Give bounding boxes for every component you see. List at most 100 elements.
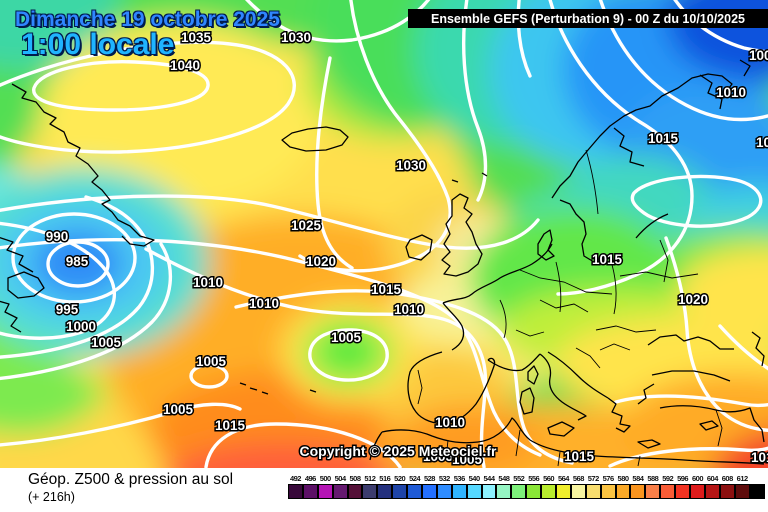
color-scale: 492 496 500 504 508 512 516 520 524 528 532 536 540 5…	[288, 474, 765, 499]
scale-tick-label: 600	[691, 474, 704, 483]
pressure-label: 1020	[306, 254, 336, 269]
pressure-label: 985	[66, 254, 89, 269]
scale-tick-label: 536	[453, 474, 466, 483]
pressure-labels: 1035 1040 1030 1030 1005 1010 1015 1015 990 985 99…	[44, 29, 768, 469]
legend-bar: Géop. Z500 & pression au sol (+ 216h) 49…	[0, 468, 768, 512]
scale-tick-label: 544	[483, 474, 496, 483]
scale-color-box	[526, 484, 542, 499]
pressure-label: 1005	[423, 449, 454, 464]
scale-tick-label: 512	[364, 474, 376, 483]
scale-color-box	[704, 484, 720, 499]
pressure-label: 1020	[678, 292, 708, 307]
map-canvas: 1035 1040 1030 1030 1005 1010 1015 1015 990 985 99…	[0, 0, 768, 468]
scale-tick-label: 560	[543, 474, 555, 483]
pressure-label: 1010	[394, 302, 424, 317]
scale-tick-label: 556	[528, 474, 540, 483]
scale-tick-label: 572	[587, 474, 600, 483]
pressure-label: 1005	[196, 354, 227, 369]
scale-color-box	[392, 484, 408, 499]
scale-color-box	[734, 484, 750, 499]
model-run-bar: Ensemble GEFS (Perturbation 9) - 00 Z du…	[408, 9, 768, 28]
color-scale-ticks: 492 496 500 504 508 512 516 520 524 528 532 536 540 5…	[288, 474, 765, 483]
scale-tick-label: 504	[334, 474, 347, 483]
scale-color-box	[630, 484, 646, 499]
scale-color-box	[362, 484, 378, 499]
weather-map: 1035 1040 1030 1030 1005 1010 1015 1015 990 985 99…	[0, 0, 768, 468]
scale-tick-label: 552	[513, 474, 525, 483]
scale-color-box	[302, 484, 318, 499]
legend-lead-time: (+ 216h)	[28, 490, 75, 504]
scale-color-box	[377, 484, 393, 499]
scale-color-box	[511, 484, 527, 499]
scale-tick-label: 612	[736, 474, 749, 483]
country-borders	[417, 149, 723, 467]
isobar-contours	[0, 0, 768, 467]
scale-color-box	[585, 484, 601, 499]
scale-tick-label: 564	[557, 474, 570, 483]
scale-color-box	[466, 484, 482, 499]
pressure-label: 1015	[648, 131, 679, 146]
scale-color-box	[288, 484, 303, 499]
pressure-label: 1015	[371, 282, 402, 297]
coastlines	[0, 59, 765, 465]
scale-tick-label: 568	[572, 474, 585, 483]
pressure-label: 1015	[756, 135, 768, 150]
pressure-label: 1015	[751, 450, 768, 465]
scale-color-box	[451, 484, 467, 499]
scale-tick-label: 520	[394, 474, 406, 483]
scale-tick-label: 576	[602, 474, 615, 483]
pressure-label: 1030	[281, 30, 311, 45]
legend-title: Géop. Z500 & pression au sol	[28, 471, 234, 488]
scale-color-box	[645, 484, 661, 499]
pressure-label: 1040	[170, 58, 200, 73]
pressure-label: 1000	[66, 319, 96, 334]
scale-tick-label: 496	[304, 474, 317, 483]
scale-tick-label: 584	[632, 474, 644, 483]
pressure-label: 1025	[291, 218, 322, 233]
scale-tick-label: 596	[677, 474, 689, 483]
pressure-label: 1005	[163, 402, 194, 417]
pressure-label: 990	[46, 229, 69, 244]
scale-color-box	[347, 484, 363, 499]
scale-tick-label: 588	[647, 474, 659, 483]
pressure-label: 1005	[91, 335, 122, 350]
scale-tick-label: 592	[662, 474, 674, 483]
scale-color-box	[570, 484, 586, 499]
scale-color-box	[660, 484, 676, 499]
scale-color-box	[436, 484, 452, 499]
pressure-label: 1005	[331, 330, 362, 345]
scale-color-box	[496, 484, 512, 499]
scale-tick-label: 604	[706, 474, 719, 483]
scale-tick-label: 608	[721, 474, 734, 483]
scale-color-box	[600, 484, 616, 499]
scale-tick-label: 508	[349, 474, 362, 483]
scale-color-box	[615, 484, 631, 499]
scale-tick-label: 532	[438, 474, 451, 483]
scale-tick-label: 548	[498, 474, 510, 483]
date-label: Dimanche 19 octobre 2025	[15, 8, 280, 31]
scale-tick-label: 500	[319, 474, 332, 483]
pressure-label: 1005	[749, 48, 768, 63]
scale-color-box	[317, 484, 333, 499]
pressure-label: 995	[56, 302, 79, 317]
local-time-label: 1:00 locale	[21, 28, 175, 61]
scale-color-box	[675, 484, 691, 499]
scale-color-box	[749, 484, 765, 499]
scale-color-box	[556, 484, 571, 499]
scale-tick-label: 528	[423, 474, 436, 483]
pressure-label: 1010	[716, 85, 746, 100]
pressure-label: 1005	[452, 452, 483, 467]
scale-color-box	[332, 484, 348, 499]
scale-color-box	[719, 484, 735, 499]
pressure-label: 1010	[193, 275, 223, 290]
scale-tick-label: 540	[468, 474, 481, 483]
scale-tick-label: 492	[289, 474, 302, 483]
pressure-label: 1030	[396, 158, 426, 173]
copyright-text: Copyright © 2025 Meteociel.fr	[299, 443, 497, 459]
geopotential-color-field	[0, 0, 768, 468]
pressure-label: 1010	[249, 296, 279, 311]
scale-tick-label: 524	[409, 474, 421, 483]
pressure-label: 1010	[435, 415, 465, 430]
scale-color-box	[407, 484, 423, 499]
